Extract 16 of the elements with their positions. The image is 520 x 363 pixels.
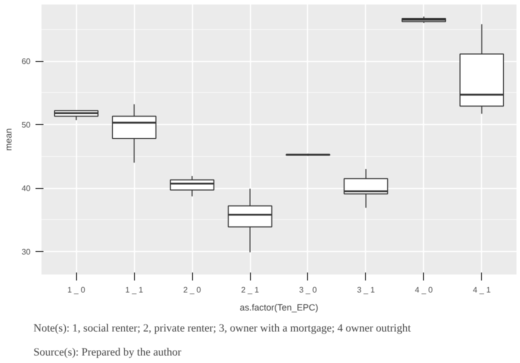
source-note: Source(s): Prepared by the author [34, 346, 182, 358]
y-tick-label: 50 [22, 120, 32, 130]
y-tick-label: 30 [22, 248, 32, 257]
y-tick-label: 40 [22, 184, 32, 194]
y-axis-title: mean [4, 128, 14, 151]
x-tick-label: 1 _ 0 [67, 286, 86, 294]
x-tick-label: 3 _ 1 [356, 286, 376, 294]
text: Note(s): 1, social renter; 2, private renter; 3, owner with a mortgage; 4 owner outright [34, 322, 411, 334]
x-tick-label: 4 _ 1 [472, 286, 492, 294]
x-tick-label: 2 _ 0 [183, 286, 202, 294]
x-axis-title: as.factor(Ten_EPC) [240, 302, 318, 312]
x-tick-label: 3 _ 0 [299, 286, 318, 294]
x-tick-label: 1 _ 1 [125, 286, 144, 294]
x-tick-label: 2 _ 1 [241, 286, 260, 294]
y-tick-label: 60 [22, 57, 32, 66]
x-tick-label: 4 _ 0 [414, 286, 434, 294]
